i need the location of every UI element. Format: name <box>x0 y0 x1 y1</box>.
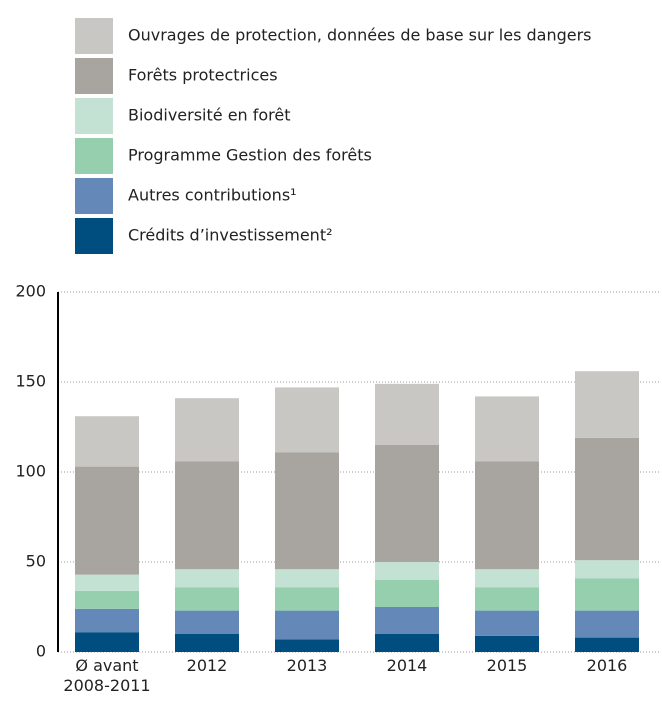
bar-segment <box>75 608 139 633</box>
legend-label: Ouvrages de protection, données de base … <box>128 26 592 45</box>
bar-segment <box>75 632 139 652</box>
bar-segment <box>375 445 439 562</box>
bar-segment <box>475 610 539 636</box>
bar-segment <box>275 569 339 588</box>
x-tick-label: Ø avant 2008-2011 <box>63 656 151 695</box>
y-tick-label: 200 <box>15 282 46 301</box>
legend-label: Biodiversité en forêt <box>128 106 291 125</box>
bar-segment <box>575 637 639 652</box>
bar-segment <box>175 587 239 611</box>
bar-segment <box>275 587 339 611</box>
bar-segment <box>275 639 339 652</box>
bar-segment <box>175 569 239 588</box>
legend-label: Crédits d’investissement² <box>128 226 333 245</box>
bar-segment <box>575 437 639 561</box>
bar-segment <box>575 610 639 638</box>
bar-segment <box>475 461 539 570</box>
y-tick-label: 150 <box>15 372 46 391</box>
bar-segment <box>375 383 439 445</box>
bar-segment <box>75 574 139 591</box>
bar-segment <box>275 452 339 570</box>
bar-segment <box>575 371 639 438</box>
y-tick-label: 50 <box>26 552 46 571</box>
bar-segment <box>275 387 339 453</box>
bar-segment <box>175 634 239 652</box>
legend-swatch <box>75 58 113 94</box>
bar-segment <box>475 396 539 462</box>
bar-segment <box>175 461 239 570</box>
bar-segment <box>375 580 439 607</box>
legend-swatch <box>75 218 113 254</box>
y-tick-label: 100 <box>15 462 46 481</box>
x-tick-label: 2013 <box>286 656 328 675</box>
bar-segment <box>575 578 639 611</box>
legend-label: Programme Gestion des forêts <box>128 146 372 165</box>
bar-segment <box>75 416 139 467</box>
legend-swatch <box>75 138 113 174</box>
x-tick-label: 2014 <box>386 656 428 675</box>
bar-segment <box>75 466 139 575</box>
y-tick-label: 0 <box>36 642 46 661</box>
bar-segment <box>475 635 539 652</box>
legend-label: Autres contributions¹ <box>128 186 297 205</box>
bar-segment <box>375 607 439 634</box>
legend-swatch <box>75 18 113 54</box>
legend-label: Forêts protectrices <box>128 66 278 85</box>
bar-segment <box>75 590 139 609</box>
bar-segment <box>475 569 539 588</box>
bar-segment <box>175 610 239 634</box>
bar-segment <box>375 634 439 652</box>
bar-segment <box>375 562 439 580</box>
bar-segment <box>275 610 339 640</box>
bar-segment <box>475 587 539 611</box>
bar-segment <box>175 398 239 462</box>
x-tick-label: 2015 <box>486 656 528 675</box>
x-tick-label: 2012 <box>186 656 228 675</box>
x-tick-label: 2016 <box>586 656 628 675</box>
bar-segment <box>575 560 639 579</box>
legend-swatch <box>75 98 113 134</box>
legend-swatch <box>75 178 113 214</box>
